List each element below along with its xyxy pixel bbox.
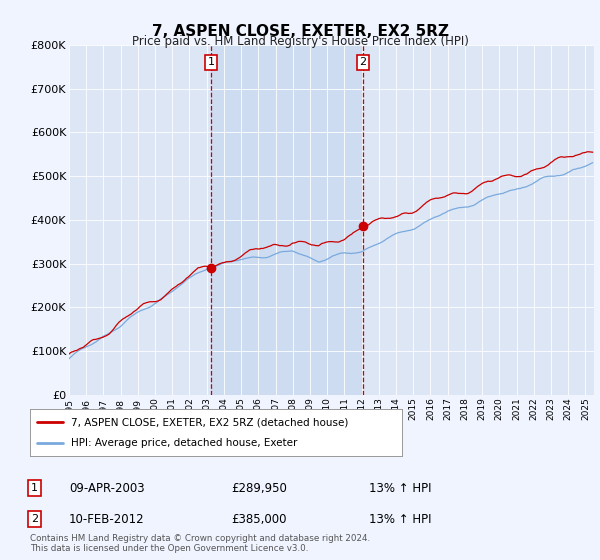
Text: 7, ASPEN CLOSE, EXETER, EX2 5RZ (detached house): 7, ASPEN CLOSE, EXETER, EX2 5RZ (detache… — [71, 417, 348, 427]
Text: Contains HM Land Registry data © Crown copyright and database right 2024.
This d: Contains HM Land Registry data © Crown c… — [30, 534, 370, 553]
Text: 13% ↑ HPI: 13% ↑ HPI — [369, 482, 431, 495]
Text: 09-APR-2003: 09-APR-2003 — [69, 482, 145, 495]
Text: Price paid vs. HM Land Registry's House Price Index (HPI): Price paid vs. HM Land Registry's House … — [131, 35, 469, 48]
Text: £289,950: £289,950 — [231, 482, 287, 495]
Text: 7, ASPEN CLOSE, EXETER, EX2 5RZ: 7, ASPEN CLOSE, EXETER, EX2 5RZ — [151, 24, 449, 39]
Text: 2: 2 — [359, 57, 367, 67]
Text: 1: 1 — [31, 483, 38, 493]
Text: 1: 1 — [208, 57, 215, 67]
Text: 10-FEB-2012: 10-FEB-2012 — [69, 512, 145, 526]
Text: HPI: Average price, detached house, Exeter: HPI: Average price, detached house, Exet… — [71, 438, 297, 448]
Text: 2: 2 — [31, 514, 38, 524]
Text: 13% ↑ HPI: 13% ↑ HPI — [369, 512, 431, 526]
Text: £385,000: £385,000 — [231, 512, 287, 526]
Bar — [211, 45, 363, 395]
